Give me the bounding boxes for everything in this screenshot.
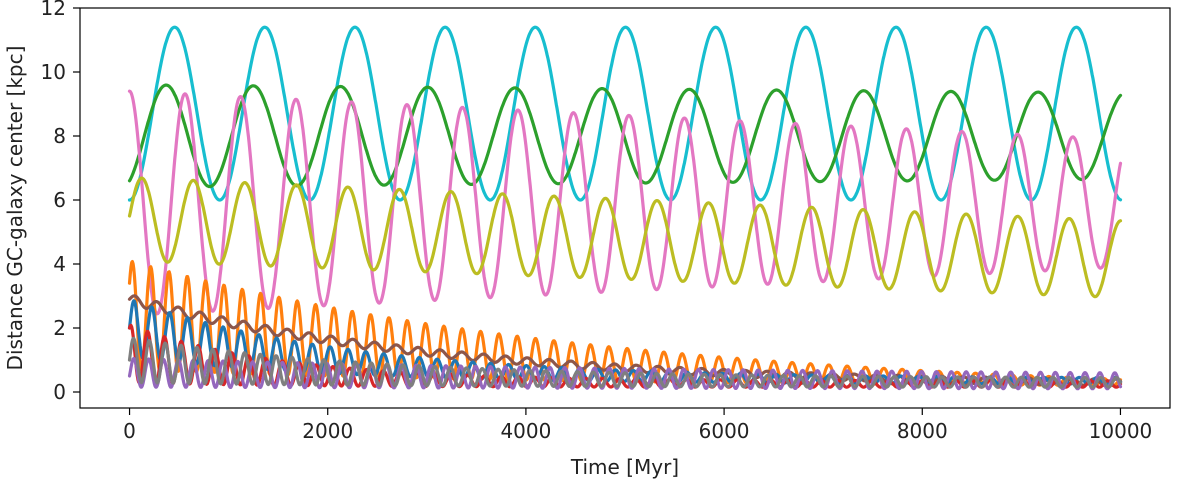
y-axis-ticks: 0 2 4 6 8 10 12 (41, 0, 80, 404)
series-line-orange (127, 260, 1123, 388)
plot-frame (79, 7, 1171, 409)
y-tick-label: 12 (41, 0, 66, 20)
x-tick-label: 4000 (500, 419, 551, 443)
y-tick-label: 10 (41, 60, 66, 84)
plot-lines (127, 25, 1123, 391)
y-axis-label: Distance GC-galaxy center [kpc] (3, 46, 27, 371)
x-tick-label: 10000 (1089, 419, 1153, 443)
y-tick-label: 8 (53, 124, 66, 148)
y-tick-label: 0 (53, 380, 66, 404)
y-tick-label: 4 (53, 252, 66, 276)
x-tick-label: 8000 (897, 419, 948, 443)
x-tick-label: 6000 (699, 419, 750, 443)
x-tick-label: 0 (123, 419, 136, 443)
y-tick-label: 6 (53, 188, 66, 212)
series-line-cyan (127, 25, 1123, 202)
x-tick-label: 2000 (302, 419, 353, 443)
x-axis-ticks: 0 2000 4000 6000 8000 10000 (123, 408, 1152, 443)
series-line-pink (127, 89, 1123, 316)
series-line-gray (127, 336, 1123, 389)
y-tick-label: 2 (53, 316, 66, 340)
series-line-olive (127, 176, 1123, 299)
x-axis-label: Time [Myr] (570, 455, 679, 479)
